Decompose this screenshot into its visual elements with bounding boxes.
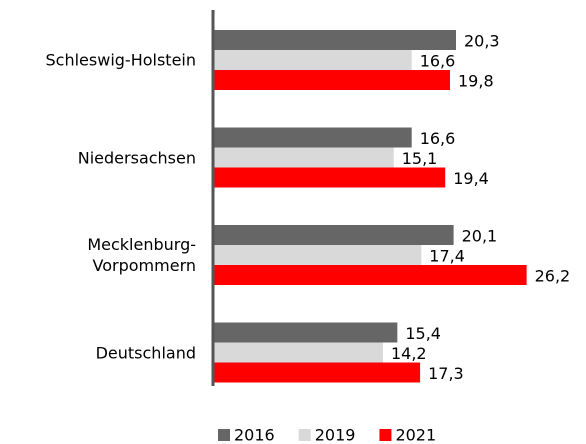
value-label: 17,3	[428, 364, 464, 383]
value-label: 20,1	[462, 227, 498, 246]
legend-swatch	[379, 429, 392, 441]
legend-swatch	[298, 429, 311, 441]
bar	[213, 30, 456, 50]
value-label: 14,2	[391, 344, 427, 363]
value-label: 15,4	[405, 324, 441, 343]
value-label: 16,6	[420, 52, 456, 71]
bar	[213, 50, 412, 70]
bar	[213, 245, 422, 265]
legend-label: 2021	[395, 426, 436, 444]
bar	[213, 167, 446, 188]
value-label: 20,3	[464, 32, 500, 51]
bar	[213, 70, 451, 90]
category-label: Deutschland	[95, 343, 196, 362]
value-label: 17,4	[429, 247, 465, 266]
category-label: Mecklenburg-Vorpommern	[87, 235, 196, 275]
bar	[213, 265, 527, 285]
legend-label: 2019	[315, 426, 356, 444]
bar	[213, 322, 398, 343]
value-label: 26,2	[535, 267, 571, 286]
value-label: 16,6	[420, 129, 456, 148]
legend-label: 2016	[234, 426, 275, 444]
bar	[213, 147, 394, 168]
bar	[213, 127, 412, 148]
value-label: 19,4	[453, 169, 489, 188]
value-label: 15,1	[402, 149, 438, 168]
bar	[213, 225, 454, 245]
bar	[213, 362, 421, 383]
category-label: Niedersachsen	[77, 148, 196, 167]
category-label: Schleswig-Holstein	[45, 50, 196, 70]
legend-swatch	[218, 429, 230, 441]
value-label: 19,8	[458, 72, 494, 91]
bar	[213, 342, 383, 363]
